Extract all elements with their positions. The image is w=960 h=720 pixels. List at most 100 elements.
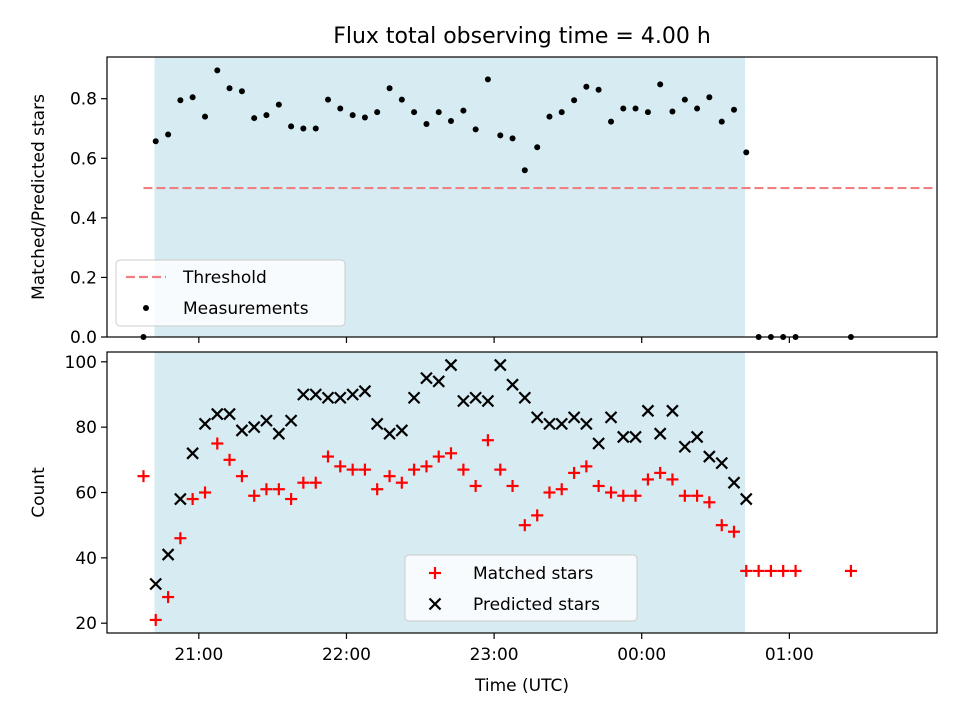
x-axis-label: Time (UTC)	[474, 676, 569, 696]
predicted-star-point	[567, 411, 581, 424]
predicted-star-point	[223, 407, 236, 421]
measurement-point	[165, 131, 172, 138]
predicted-star-point	[333, 391, 347, 405]
measurement-point	[202, 113, 209, 120]
matched-star-point	[764, 564, 777, 577]
matched-star-point	[174, 532, 187, 545]
bottom-y-axis-label: Count	[29, 467, 49, 518]
measurement-point	[374, 109, 381, 116]
predicted-star-point	[641, 404, 655, 418]
matched-star-point	[740, 564, 753, 577]
predicted-star-point	[370, 417, 384, 431]
predicted-star-point	[420, 371, 433, 385]
predicted-star-point	[653, 427, 667, 440]
measurement-point	[644, 109, 651, 116]
predicted-star-point	[739, 492, 753, 506]
matched-star-point	[703, 496, 716, 509]
measurement-point	[288, 123, 295, 130]
predicted-star-point	[506, 378, 519, 391]
measurement-point	[152, 138, 159, 145]
top-legend: Threshold Measurements	[115, 259, 346, 327]
matched-star-point	[518, 519, 531, 532]
predicted-star-point	[616, 430, 630, 444]
predicted-star-point	[272, 427, 286, 440]
measurement-point	[325, 96, 332, 103]
y-tick-label: 100	[65, 353, 97, 373]
legend-measurements-label: Measurements	[183, 299, 309, 319]
predicted-star-point	[174, 492, 187, 506]
bottom-legend-box	[404, 554, 638, 622]
predicted-star-point	[186, 447, 199, 460]
matched-star-point	[297, 476, 310, 489]
predicted-star-point	[321, 391, 335, 405]
measurement-point	[521, 167, 528, 174]
bottom-panel-frame	[106, 351, 938, 634]
y-tick-label: 80	[75, 418, 97, 438]
matched-star-point	[457, 463, 470, 476]
measurement-point	[337, 105, 344, 112]
matched-star-point	[752, 564, 765, 577]
matched-star-point	[691, 489, 704, 502]
legend-matched-marker	[429, 567, 441, 579]
measurement-point	[718, 118, 725, 125]
y-tick-label: 0.8	[70, 90, 97, 110]
matched-star-point	[506, 479, 519, 492]
predicted-star-point	[444, 358, 458, 372]
measurement-point	[546, 113, 553, 120]
predicted-star-point	[407, 391, 421, 405]
matched-star-point	[494, 463, 507, 476]
legend-threshold-label: Threshold	[182, 268, 267, 288]
matched-star-point	[617, 489, 630, 502]
measurement-point	[349, 112, 356, 119]
predicted-star-point	[149, 577, 162, 591]
matched-star-point	[223, 453, 236, 466]
legend-predicted-swatch	[428, 597, 442, 611]
predicted-star-point	[543, 417, 556, 431]
bottom-panel: 21:00 22:00 23:00 00:00 01:00 20 40 60 80 100 Cou…	[29, 351, 938, 665]
measurement-point	[251, 115, 258, 122]
matched-star-point	[395, 476, 408, 489]
predicted-star-point	[678, 440, 692, 454]
predicted-star-point	[481, 394, 495, 408]
matched-star-point	[420, 460, 433, 473]
measurement-point	[238, 88, 245, 95]
matched-star-point	[715, 519, 728, 532]
predicted-star-point	[297, 388, 310, 401]
measurement-point	[423, 121, 430, 128]
measurement-point	[361, 114, 368, 121]
matched-star-point	[678, 489, 691, 502]
matched-star-point	[641, 473, 654, 486]
matched-star-point	[469, 479, 482, 492]
matched-star-point	[555, 483, 568, 496]
measurement-point	[312, 125, 319, 132]
measurement-point	[497, 132, 504, 139]
predicted-star-point	[211, 407, 224, 421]
measurement-point	[657, 81, 664, 88]
x-tick-label: 23:00	[470, 645, 519, 665]
measurement-point	[435, 109, 442, 116]
measurement-point	[177, 97, 184, 104]
measurement-point	[632, 105, 639, 112]
top-panel: 0.00.20.40.60.8 Matched/Predicted stars …	[29, 56, 938, 348]
y-tick-label: 0.0	[70, 328, 97, 348]
matched-star-point	[432, 450, 445, 463]
matched-star-point	[371, 483, 384, 496]
measurement-point	[447, 118, 454, 125]
matched-star-point	[149, 613, 162, 626]
matched-star-point	[789, 564, 802, 577]
legend-measurements-swatch	[143, 305, 149, 311]
predicted-star-point	[518, 391, 532, 405]
matched-star-point	[580, 460, 593, 473]
y-tick-label: 40	[75, 549, 97, 569]
matched-star-point	[568, 466, 581, 479]
measurement-point	[534, 144, 541, 151]
legend-matched-swatch	[429, 567, 441, 579]
matched-star-point	[322, 450, 335, 463]
y-tick-label: 0.4	[70, 209, 97, 229]
measurement-point	[386, 85, 393, 92]
predicted-star-point	[604, 411, 618, 424]
x-tick-label: 00:00	[617, 645, 666, 665]
matched-star-point	[605, 486, 618, 499]
matched-star-point	[408, 463, 421, 476]
predicted-star-point	[358, 384, 372, 398]
